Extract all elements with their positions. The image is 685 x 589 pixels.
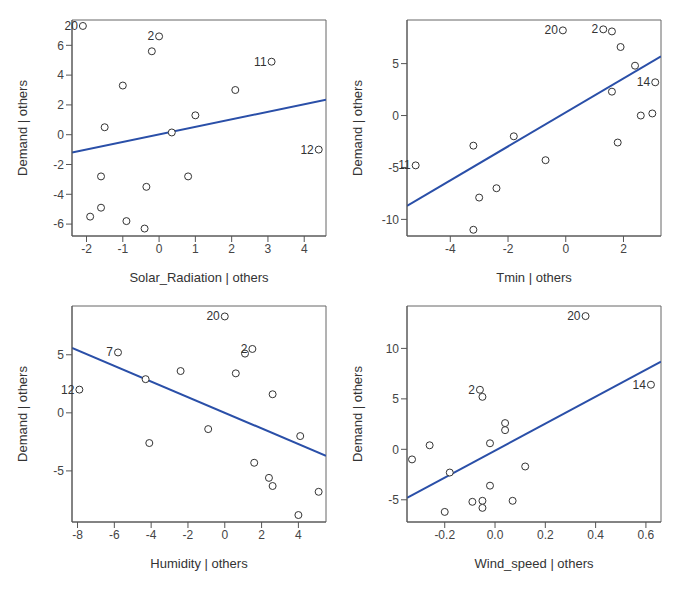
- svg-text:Demand | others: Demand | others: [350, 366, 365, 462]
- svg-text:4: 4: [301, 242, 308, 256]
- svg-text:Demand | others: Demand | others: [350, 80, 365, 176]
- svg-text:2: 2: [57, 98, 64, 112]
- svg-text:-6: -6: [53, 217, 64, 231]
- svg-text:0.0: 0.0: [487, 528, 504, 542]
- svg-text:0: 0: [392, 443, 399, 457]
- svg-text:-5: -5: [388, 493, 399, 507]
- svg-text:-6: -6: [109, 528, 120, 542]
- svg-text:0: 0: [562, 242, 569, 256]
- svg-text:Tmin | others: Tmin | others: [496, 270, 572, 285]
- svg-text:-2: -2: [183, 528, 194, 542]
- svg-text:0: 0: [57, 128, 64, 142]
- svg-text:2: 2: [258, 528, 265, 542]
- svg-text:Demand | others: Demand | others: [15, 366, 30, 462]
- svg-text:-1: -1: [117, 242, 128, 256]
- svg-text:3: 3: [265, 242, 272, 256]
- svg-text:20: 20: [65, 19, 79, 33]
- svg-text:4: 4: [57, 68, 64, 82]
- svg-text:Demand | others: Demand | others: [15, 80, 30, 176]
- svg-text:12: 12: [61, 383, 75, 397]
- svg-text:-4: -4: [53, 188, 64, 202]
- svg-text:Solar_Radiation | others: Solar_Radiation | others: [129, 270, 269, 285]
- svg-text:14: 14: [637, 75, 651, 89]
- svg-text:0: 0: [156, 242, 163, 256]
- svg-text:0: 0: [392, 109, 399, 123]
- svg-text:0.2: 0.2: [537, 528, 554, 542]
- svg-text:Humidity | others: Humidity | others: [150, 556, 248, 571]
- svg-text:12: 12: [300, 143, 314, 157]
- svg-text:-5: -5: [388, 160, 399, 175]
- svg-text:-2: -2: [503, 242, 514, 256]
- svg-text:0: 0: [221, 528, 228, 542]
- svg-text:0.4: 0.4: [587, 528, 604, 542]
- svg-text:5: 5: [392, 57, 399, 71]
- svg-text:-5: -5: [53, 464, 64, 478]
- svg-text:-2: -2: [53, 158, 64, 172]
- svg-text:2: 2: [241, 342, 248, 356]
- svg-text:11: 11: [398, 158, 411, 172]
- svg-text:1: 1: [192, 242, 199, 256]
- svg-text:Wind_speed | others: Wind_speed | others: [475, 556, 594, 571]
- svg-text:10: 10: [386, 342, 400, 356]
- svg-text:0.6: 0.6: [638, 528, 655, 542]
- svg-text:-4: -4: [445, 242, 456, 256]
- svg-text:-2: -2: [81, 242, 92, 256]
- svg-text:-0.2: -0.2: [434, 528, 455, 542]
- svg-text:14: 14: [633, 378, 647, 392]
- svg-text:7: 7: [106, 345, 113, 359]
- svg-text:2: 2: [147, 29, 154, 43]
- svg-text:-8: -8: [72, 528, 83, 542]
- svg-text:2: 2: [468, 383, 475, 397]
- svg-text:2: 2: [592, 22, 599, 36]
- svg-text:20: 20: [567, 309, 581, 323]
- svg-text:11: 11: [254, 55, 267, 69]
- svg-text:20: 20: [545, 23, 559, 37]
- svg-text:0: 0: [57, 406, 64, 420]
- svg-text:2: 2: [228, 242, 235, 256]
- svg-text:2: 2: [620, 242, 627, 256]
- svg-text:20: 20: [206, 309, 220, 323]
- svg-text:6: 6: [57, 39, 64, 53]
- svg-text:-10: -10: [382, 213, 400, 227]
- svg-text:-4: -4: [146, 528, 157, 542]
- svg-text:5: 5: [392, 392, 399, 406]
- svg-text:5: 5: [57, 348, 64, 362]
- svg-text:4: 4: [295, 528, 302, 542]
